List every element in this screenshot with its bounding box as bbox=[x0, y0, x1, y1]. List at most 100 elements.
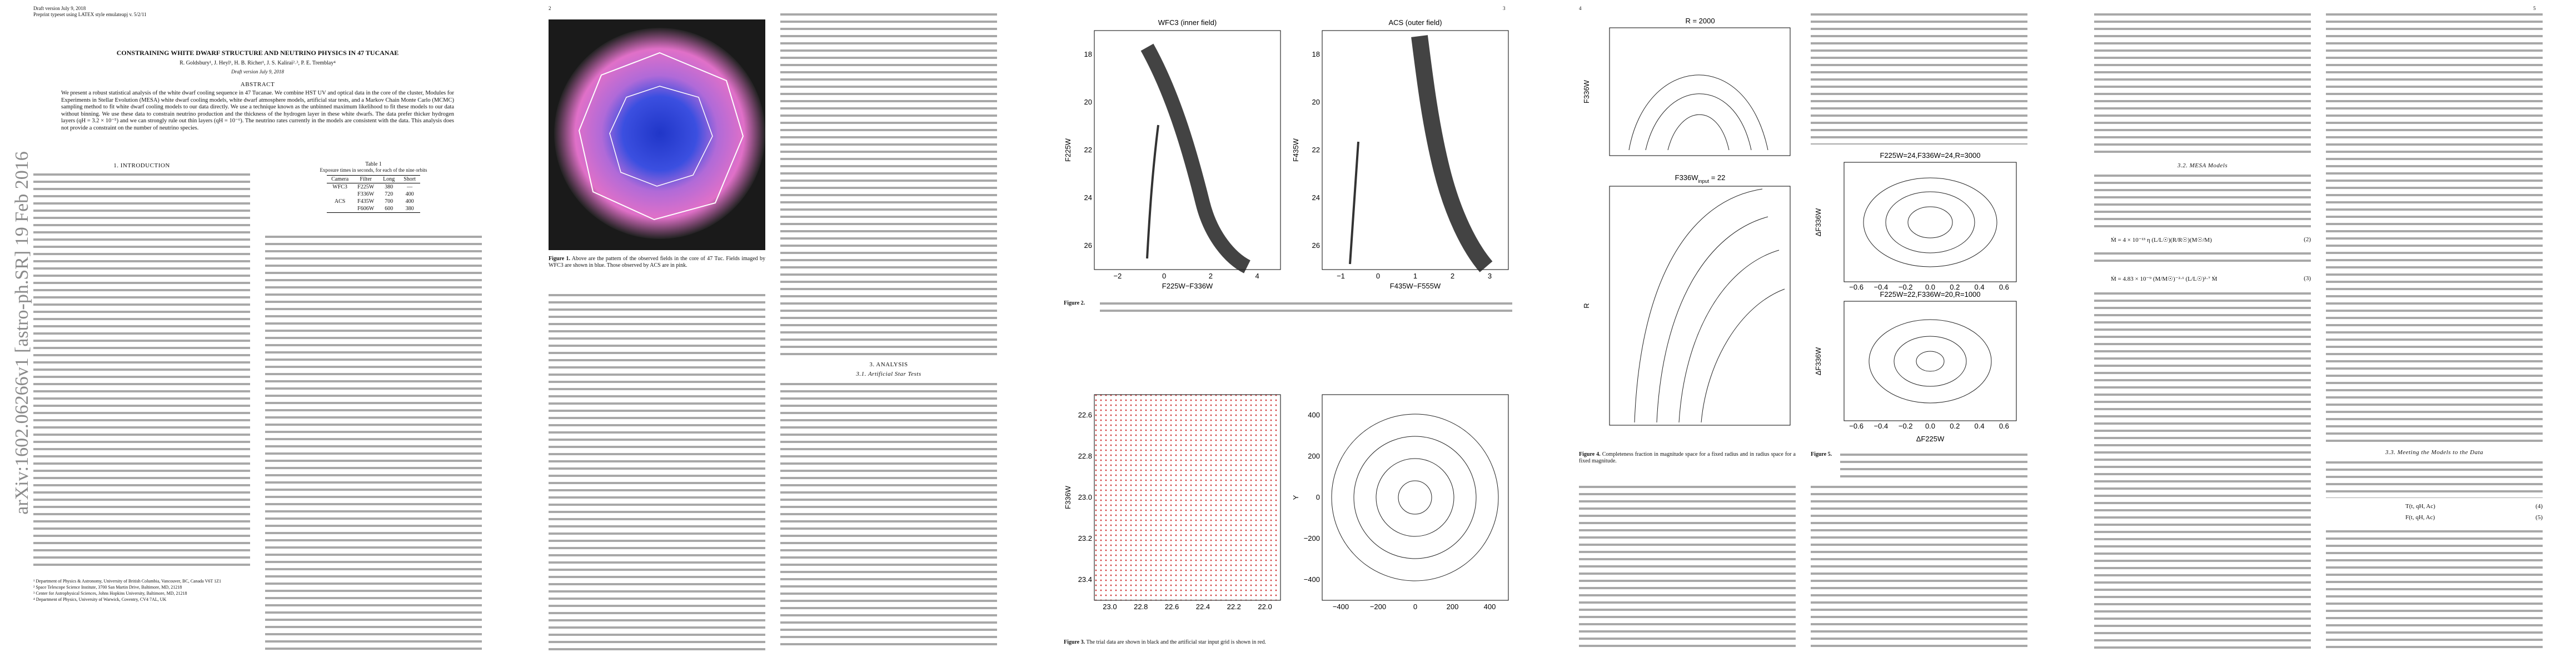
x-tick-label: −0.2 bbox=[1899, 283, 1913, 291]
table-cell: Filter bbox=[353, 175, 379, 183]
y-tick-label: −200 bbox=[1304, 534, 1320, 542]
figure-caption: Figure 4. Completeness fraction in magni… bbox=[1579, 451, 1796, 465]
axis-label: R bbox=[1582, 303, 1591, 308]
y-tick-label: 23.0 bbox=[1078, 493, 1092, 501]
table-cell: — bbox=[407, 184, 413, 190]
title-sub: input bbox=[1698, 178, 1710, 184]
y-tick-label: 18 bbox=[1084, 50, 1092, 58]
table-title: Table 1 bbox=[365, 161, 382, 167]
body-text bbox=[2326, 459, 2543, 498]
x-tick-label: −0.6 bbox=[1849, 283, 1864, 291]
equation-body: T(t, qH, Ac) bbox=[2405, 503, 2435, 510]
equation: Ṁ = 4.83 × 10⁻⁹ (M/M☉)⁻²·¹ (L/L☉)²·⁷ Ṁ (3… bbox=[2111, 275, 2311, 282]
y-tick-label: 26 bbox=[1312, 241, 1320, 250]
y-tick-label: 22 bbox=[1084, 146, 1092, 154]
equation-number: (5) bbox=[2535, 514, 2543, 521]
caption-text bbox=[1100, 300, 1512, 315]
section-heading: 3. ANALYSIS bbox=[869, 361, 908, 368]
equation: Ṁ = 4 × 10⁻¹³ η (L/L☉)(R/R☉)(M☉/M) (2) bbox=[2111, 236, 2311, 243]
body-text bbox=[33, 171, 250, 569]
page-5: 5 3.2. MESA Models Ṁ = 4 × 10⁻¹³ η (L/L☉… bbox=[2061, 0, 2576, 667]
table-row: ACS F435W 700 400 bbox=[327, 198, 420, 205]
y-tick-label: 400 bbox=[1308, 411, 1320, 419]
x-tick-label: 1 bbox=[1413, 272, 1417, 280]
x-tick-label: −2 bbox=[1113, 272, 1122, 280]
x-tick-label: 2 bbox=[1451, 272, 1454, 280]
x-tick-label: −0.6 bbox=[1849, 422, 1864, 430]
body-text bbox=[780, 381, 997, 650]
figure-label: Figure 1. bbox=[549, 256, 570, 262]
axis-label: F225W bbox=[1064, 138, 1072, 162]
y-tick-label: 22.8 bbox=[1078, 452, 1092, 460]
page-1: Draft version July 9, 2018 Preprint type… bbox=[0, 0, 515, 667]
title-rest: = 22 bbox=[1709, 173, 1725, 182]
x-tick-label: 0.6 bbox=[1999, 422, 2009, 430]
table-caption: Exposure times in seconds, for each of t… bbox=[320, 167, 427, 173]
y-tick-label: 24 bbox=[1084, 193, 1092, 202]
x-tick-label: 23.0 bbox=[1103, 603, 1117, 611]
abstract: We present a robust statistical analysis… bbox=[61, 90, 454, 131]
table-row: F336W 720 400 bbox=[327, 191, 420, 198]
figure-1-image bbox=[549, 19, 765, 250]
axis-label: F336W bbox=[1582, 79, 1591, 103]
table-cell: Short bbox=[399, 175, 420, 183]
caption-text: Completeness fraction in magnitude space… bbox=[1579, 451, 1796, 464]
body-text bbox=[2094, 172, 2311, 228]
y-tick-label: 24 bbox=[1312, 193, 1320, 202]
body-text bbox=[2094, 250, 2311, 267]
axis-label: ΔF225W bbox=[1916, 435, 1945, 443]
panel-title: WFC3 (inner field) bbox=[1158, 18, 1217, 27]
table-row: Camera Filter Long Short bbox=[327, 175, 420, 183]
contour-panel: −400 −200 0 200 400 400 200 0 −200 −400 Y bbox=[1292, 394, 1509, 611]
x-tick-label: 0.4 bbox=[1975, 422, 1985, 430]
y-tick-label: 23.4 bbox=[1078, 575, 1092, 584]
table-cell: F336W bbox=[357, 191, 375, 197]
axis-label: Y bbox=[1292, 495, 1300, 500]
table-cell: WFC3 bbox=[332, 184, 347, 190]
figure-label: Figure 3. bbox=[1064, 639, 1085, 645]
table-cell: ACS bbox=[334, 198, 346, 205]
axis-label: ΔF336W bbox=[1814, 208, 1822, 236]
footnote: ² Space Telescope Science Institute, 370… bbox=[33, 585, 182, 590]
table-cell: Camera bbox=[327, 175, 353, 183]
title-main: F336W bbox=[1675, 173, 1699, 182]
table-cell: Long bbox=[378, 175, 400, 183]
body-text bbox=[549, 292, 765, 650]
panel-title: R = 2000 bbox=[1685, 17, 1715, 25]
x-tick-label: 0 bbox=[1162, 272, 1166, 280]
x-tick-label: 0 bbox=[1376, 272, 1380, 280]
x-tick-label: 0.0 bbox=[1925, 283, 1935, 291]
footnotes: ¹ Department of Physics & Astronomy, Uni… bbox=[33, 578, 250, 603]
x-tick-label: 0.6 bbox=[1999, 283, 2009, 291]
y-tick-label: 200 bbox=[1308, 452, 1320, 460]
x-tick-label: 22.4 bbox=[1196, 603, 1210, 611]
table: Camera Filter Long Short WFC3 F225W 380— F336W 7… bbox=[327, 175, 420, 213]
table-cell: 400 bbox=[405, 191, 414, 197]
axis-label: F336W bbox=[1064, 485, 1072, 509]
equation-body: Ṁ = 4 × 10⁻¹³ η (L/L☉)(R/R☉)(M☉/M) bbox=[2111, 237, 2212, 243]
preprint-line: Preprint typeset using LATEX style emula… bbox=[33, 12, 147, 17]
page-number: 3 bbox=[1503, 6, 1506, 11]
x-tick-label: 200 bbox=[1447, 603, 1459, 611]
x-tick-label: 22.8 bbox=[1134, 603, 1148, 611]
figure-caption: Figure 3. The trial data are shown in bl… bbox=[1064, 639, 1512, 646]
y-tick-label: 22 bbox=[1312, 146, 1320, 154]
equation: T(t, qH, Ac) (4) bbox=[2405, 503, 2543, 510]
figure-caption: Figure 5. bbox=[1811, 451, 2027, 458]
axis-label: F435W bbox=[1292, 138, 1300, 162]
y-tick-label: 20 bbox=[1312, 98, 1320, 106]
body-text bbox=[780, 11, 997, 356]
caption-text bbox=[1840, 451, 2027, 480]
section-heading: 1. INTRODUCTION bbox=[113, 162, 170, 169]
y-tick-label: 26 bbox=[1084, 241, 1092, 250]
title: CONSTRAINING WHITE DWARF STRUCTURE AND N… bbox=[116, 49, 399, 57]
contour-panel: R = 2000 F336W bbox=[1582, 17, 1791, 156]
table-row: F606W 600 380 bbox=[327, 205, 420, 213]
y-tick-label: −400 bbox=[1304, 575, 1320, 584]
page-4: 4 R = 2000 F336W F336Winput = 22 R Figur… bbox=[1546, 0, 2061, 667]
figure-caption: Figure 2. bbox=[1064, 300, 1512, 307]
body-text bbox=[1811, 484, 2027, 650]
y-tick-label: 23.2 bbox=[1078, 534, 1092, 542]
x-tick-label: 22.0 bbox=[1258, 603, 1272, 611]
